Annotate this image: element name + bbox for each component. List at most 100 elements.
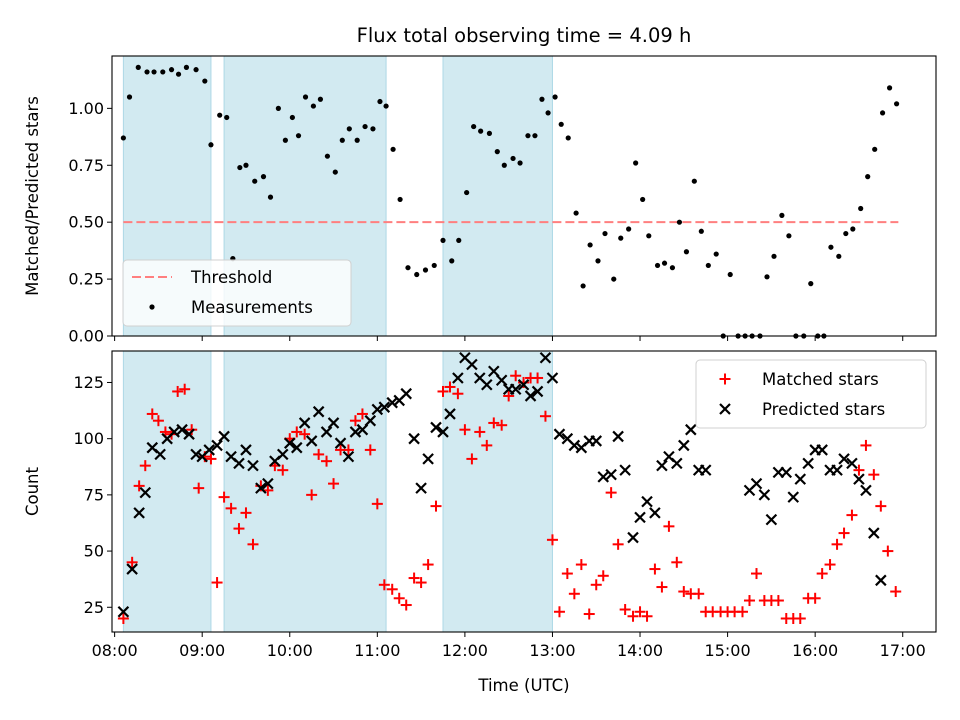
data-point <box>459 424 471 436</box>
legend: Threshold Measurements <box>122 259 352 327</box>
data-point <box>641 610 653 622</box>
top-panel: 0.00 0.25 0.50 0.75 1.00 Matched/Predicted st… <box>23 55 937 346</box>
x-tick-label: 15:00 <box>705 641 751 660</box>
data-point <box>828 244 834 250</box>
chart-title: Flux total observing time = 4.09 h <box>357 24 692 47</box>
data-point <box>495 374 508 387</box>
data-point <box>597 471 610 483</box>
data-point <box>240 444 252 456</box>
y-tick-label: 0.75 <box>68 156 104 175</box>
data-point <box>151 69 157 75</box>
data-point <box>211 577 223 589</box>
y-tick-label: 75 <box>84 485 104 504</box>
data-point <box>865 174 871 180</box>
data-point <box>444 381 456 393</box>
data-point <box>640 196 646 203</box>
data-point <box>313 448 325 460</box>
series-0 <box>120 64 900 339</box>
data-point <box>627 531 639 544</box>
data-point <box>354 137 360 143</box>
data-point <box>693 588 705 600</box>
data-point <box>437 426 449 438</box>
data-point <box>408 432 420 445</box>
data-point <box>237 164 243 171</box>
data-point <box>466 358 478 371</box>
data-point <box>780 466 793 479</box>
data-point <box>154 448 166 461</box>
data-point <box>378 579 390 591</box>
data-point <box>583 608 595 620</box>
x-axis-label: Time (UTC) <box>477 676 569 695</box>
data-point <box>669 265 676 271</box>
data-point <box>133 507 145 519</box>
legend-box <box>695 359 927 429</box>
data-point <box>321 455 333 467</box>
data-point <box>217 112 223 118</box>
legend-predicted-swatch <box>719 403 731 415</box>
data-point <box>539 96 545 102</box>
data-point <box>501 162 507 168</box>
data-point <box>456 237 462 243</box>
data-point <box>310 103 317 109</box>
data-point <box>190 448 202 461</box>
data-point <box>802 457 814 470</box>
data-point <box>590 435 603 447</box>
data-point <box>838 453 850 465</box>
data-point <box>152 415 164 427</box>
data-point <box>275 105 281 111</box>
data-point <box>565 135 571 141</box>
data-point <box>486 130 493 136</box>
y-tick-label: 125 <box>73 373 104 392</box>
data-point <box>619 604 631 616</box>
data-point <box>225 502 237 514</box>
data-point <box>886 85 893 91</box>
data-point <box>327 417 340 429</box>
x-tick-label: 10:00 <box>267 641 313 660</box>
data-point <box>422 559 434 571</box>
data-point <box>349 415 361 427</box>
data-point <box>750 568 762 580</box>
data-point <box>415 482 427 494</box>
data-point <box>868 469 880 481</box>
legend-label: Predicted stars <box>762 400 885 419</box>
data-point <box>139 486 152 499</box>
data-point <box>452 372 464 384</box>
data-point <box>126 556 138 568</box>
data-point <box>471 123 477 130</box>
data-point <box>545 110 551 116</box>
data-point <box>858 205 864 212</box>
bottom-panel: 25 50 75 100 125 08:00 09:00 10:00 11:00 12:00 13:… <box>23 350 937 660</box>
data-point <box>587 242 593 248</box>
data-point <box>685 423 697 436</box>
data-point <box>120 135 126 141</box>
data-point <box>377 98 383 105</box>
x-tick-label: 17:00 <box>880 641 926 660</box>
data-point <box>267 194 274 200</box>
data-point <box>678 586 690 598</box>
series-1 <box>117 351 887 618</box>
data-point <box>612 430 624 443</box>
data-point <box>262 477 274 490</box>
data-point <box>320 426 333 438</box>
data-point <box>179 383 191 395</box>
data-point <box>405 265 411 271</box>
data-point <box>168 426 180 438</box>
data-point <box>626 226 632 232</box>
data-point <box>779 212 785 218</box>
data-point <box>135 64 141 70</box>
data-point <box>295 133 302 139</box>
y-tick-label: 100 <box>73 429 104 448</box>
plot-frame <box>111 350 937 633</box>
data-point <box>836 253 842 259</box>
data-point <box>168 67 175 73</box>
data-point <box>509 383 522 395</box>
data-point <box>764 274 770 280</box>
data-point <box>277 464 289 476</box>
data-point <box>346 126 352 132</box>
data-point <box>444 408 456 420</box>
data-point <box>126 563 138 575</box>
data-point <box>356 408 368 420</box>
data-point <box>641 495 653 508</box>
data-point <box>808 281 814 287</box>
data-point <box>488 417 500 429</box>
